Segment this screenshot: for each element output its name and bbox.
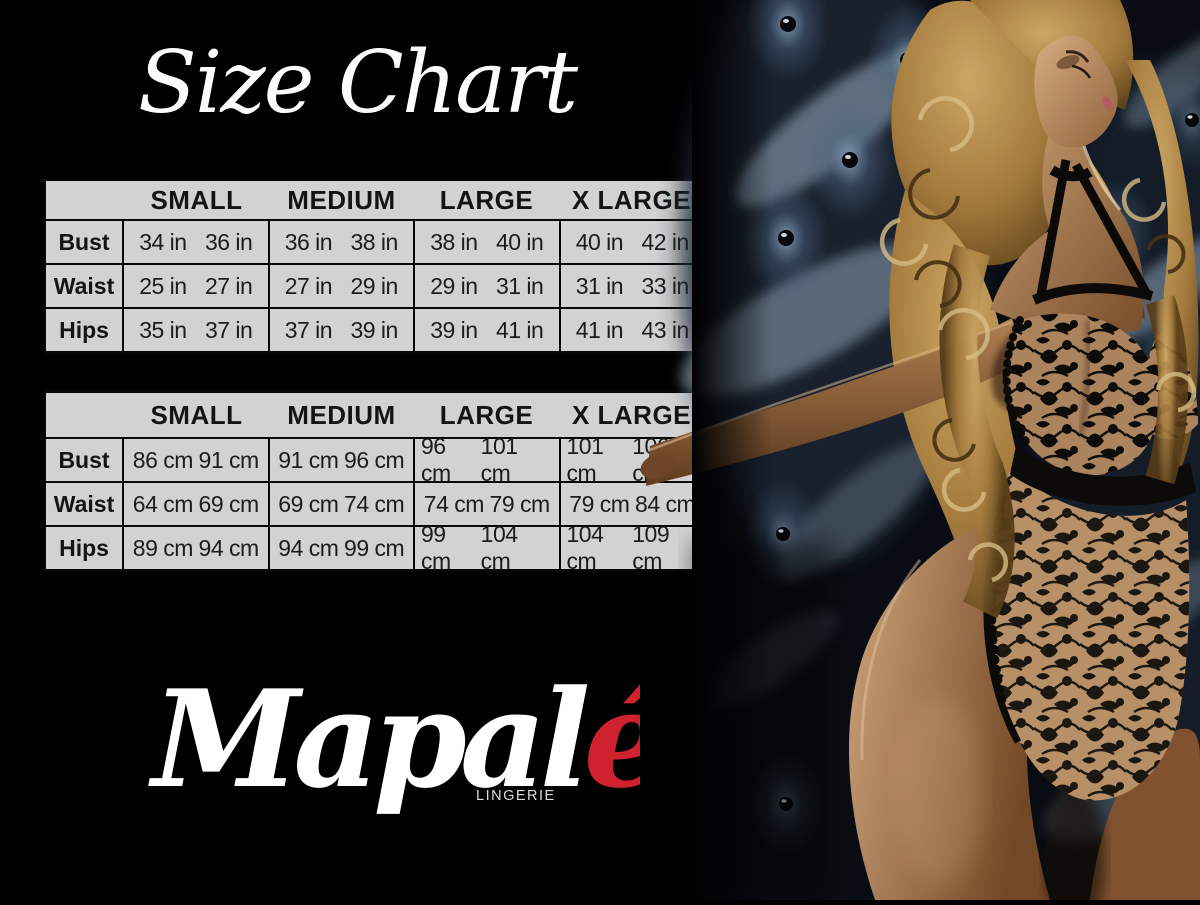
- cell-value: 69 cm: [198, 490, 260, 517]
- cell-value: 104 cm: [480, 521, 518, 574]
- cell-value: 31 in: [575, 272, 624, 299]
- row-label: Waist: [46, 483, 122, 525]
- cell-value: 74 cm: [344, 490, 405, 517]
- table-cell: 27 in 29 in: [269, 265, 413, 307]
- cell-value: 96 cm: [344, 446, 405, 473]
- col-header-medium: MEDIUM: [287, 399, 396, 430]
- cell-value: 38 in: [350, 228, 398, 255]
- cell-value: 91 cm: [198, 446, 260, 473]
- col-header-small: SMALL: [150, 399, 243, 430]
- cell-value: 94 cm: [278, 534, 339, 561]
- cell-value: 31 in: [495, 272, 544, 299]
- cell-value: 29 in: [350, 272, 398, 299]
- col-header-large: LARGE: [439, 399, 534, 430]
- cell-value: 34 in: [139, 228, 187, 255]
- cell-value: 35 in: [139, 316, 187, 343]
- cell-value: 38 in: [430, 228, 478, 255]
- table-cell: 64 cm 69 cm: [124, 483, 268, 525]
- table-cell: 39 in 41 in: [415, 309, 559, 351]
- table-row-bust: Bust 34 in 36 in 36 in 38 in 38 in 40 in 40…: [46, 221, 704, 263]
- cell-value: 41 in: [575, 316, 624, 343]
- cell-value: 101 cm: [566, 433, 604, 486]
- cell-value: 99 cm: [421, 521, 451, 574]
- col-header-large: LARGE: [439, 184, 534, 215]
- cell-value: 91 cm: [278, 446, 339, 473]
- brand-subtitle: LINGERIE: [476, 788, 556, 804]
- cell-value: 94 cm: [198, 534, 260, 561]
- table-header-row: SMALL MEDIUM LARGE X LARGE: [46, 393, 704, 437]
- table-cell: 89 cm 94 cm: [124, 527, 268, 569]
- table-cell: 37 in 39 in: [269, 309, 413, 351]
- brand-logo-svg: Mapalé LINGERIE: [148, 660, 671, 818]
- cell-value: 69 cm: [278, 490, 339, 517]
- cell-value: 101 cm: [480, 433, 518, 486]
- model-photo: [620, 0, 1200, 905]
- cell-value: 43 in: [641, 316, 689, 343]
- cell-value: 109 cm: [632, 521, 670, 574]
- cell-value: 37 in: [204, 316, 253, 343]
- table-cell: 86 cm 91 cm: [124, 439, 268, 481]
- cell-value: 41 in: [495, 316, 544, 343]
- cell-value: 27 in: [284, 272, 333, 299]
- table-cell: 38 in 40 in: [415, 221, 559, 263]
- cell-value: 39 in: [350, 316, 398, 343]
- row-label: Waist: [46, 265, 122, 307]
- table-row-hips: Hips 89 cm 94 cm 94 cm 99 cm 99 cm 104 cm 1…: [46, 521, 704, 574]
- page-title: Size Chart: [137, 33, 578, 133]
- row-label: Bust: [46, 221, 122, 263]
- table-cell: 41 in 43 in: [560, 309, 704, 351]
- table-cell: 29 in 31 in: [415, 265, 559, 307]
- cell-value: 79 cm: [569, 490, 630, 517]
- cell-value: 74 cm: [423, 490, 485, 517]
- cell-value: 39 in: [430, 316, 478, 343]
- table-cell: 31 in 33 in: [560, 265, 704, 307]
- size-table-centimeters: SMALL MEDIUM LARGE X LARGE Bust 86 cm 91 …: [43, 390, 707, 574]
- row-label: Bust: [46, 439, 122, 481]
- table-cell: 94 cm 99 cm: [269, 527, 413, 569]
- table-row-hips: Hips 35 in 37 in 37 in 39 in 39 in 41 in 41…: [46, 309, 704, 351]
- table-header-row: SMALL MEDIUM LARGE X LARGE: [46, 181, 704, 219]
- table-cell: 99 cm 104 cm: [415, 521, 559, 574]
- table-cell: 104 cm 109 cm: [560, 521, 704, 574]
- table-cell: 69 cm 74 cm: [269, 483, 413, 525]
- cell-value: 37 in: [284, 316, 333, 343]
- table-cell: 34 in 36 in: [124, 221, 268, 263]
- col-header-xlarge: X LARGE: [571, 184, 692, 215]
- cell-value: 40 in: [575, 228, 624, 255]
- table-cell: 96 cm 101 cm: [415, 433, 559, 486]
- table-cell: 35 in 37 in: [124, 309, 268, 351]
- brand-wordmark-main: Mapal: [148, 660, 588, 818]
- model-figure: [640, 0, 1200, 905]
- table-cell: 79 cm 84 cm: [560, 483, 704, 525]
- brand-logo: Mapalé LINGERIE: [140, 628, 671, 848]
- cell-value: 89 cm: [132, 534, 194, 561]
- cell-value: 25 in: [139, 272, 187, 299]
- row-label: Hips: [46, 527, 122, 569]
- table-cell: 91 cm 96 cm: [269, 439, 413, 481]
- cell-value: 84 cm: [635, 490, 696, 517]
- table-cell: 74 cm 79 cm: [415, 483, 559, 525]
- col-header-medium: MEDIUM: [287, 184, 396, 215]
- cell-value: 29 in: [430, 272, 478, 299]
- table-row-waist: Waist 25 in 27 in 27 in 29 in 29 in 31 in 3…: [46, 265, 704, 307]
- table-row-waist: Waist 64 cm 69 cm 69 cm 74 cm 74 cm 79 cm 7…: [46, 483, 704, 525]
- table-row-bust: Bust 86 cm 91 cm 91 cm 96 cm 96 cm 101 cm 1…: [46, 433, 704, 486]
- cell-value: 99 cm: [344, 534, 405, 561]
- cell-value: 27 in: [204, 272, 253, 299]
- table-cell: 36 in 38 in: [269, 221, 413, 263]
- row-label: Hips: [46, 309, 122, 351]
- cell-value: 36 in: [204, 228, 253, 255]
- cell-value: 79 cm: [489, 490, 551, 517]
- table-cell: 25 in 27 in: [124, 265, 268, 307]
- cell-value: 40 in: [495, 228, 544, 255]
- cell-value: 36 in: [284, 228, 333, 255]
- cell-value: 64 cm: [132, 490, 194, 517]
- cell-value: 96 cm: [421, 433, 451, 486]
- cell-value: 104 cm: [566, 521, 604, 574]
- cell-value: 86 cm: [132, 446, 194, 473]
- col-header-small: SMALL: [150, 184, 243, 215]
- col-header-xlarge: X LARGE: [571, 399, 692, 430]
- brand-wordmark: Mapalé: [148, 660, 640, 818]
- size-table-inches: SMALL MEDIUM LARGE X LARGE Bust 34 in 36 …: [43, 178, 707, 354]
